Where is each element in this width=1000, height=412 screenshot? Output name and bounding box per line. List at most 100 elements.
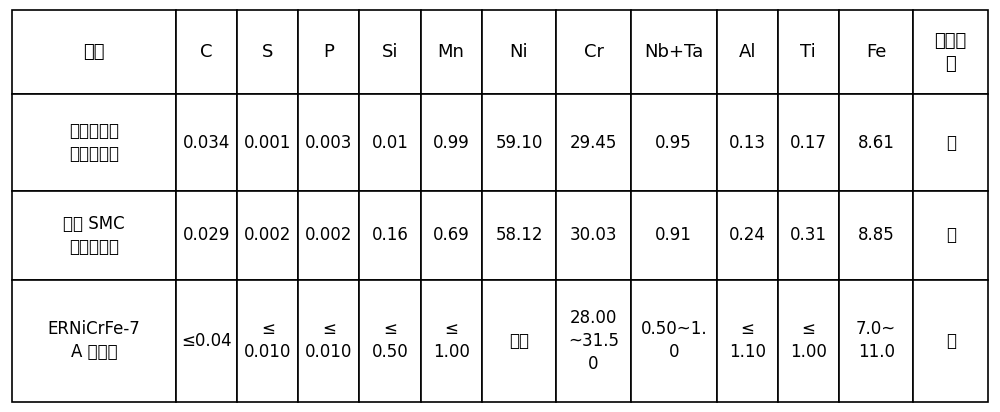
Text: ≤
0.010: ≤ 0.010 bbox=[244, 320, 291, 361]
Text: 0.13: 0.13 bbox=[729, 134, 766, 152]
Text: 略: 略 bbox=[946, 332, 956, 350]
Text: ≤
1.00: ≤ 1.00 bbox=[433, 320, 470, 361]
Bar bbox=[839, 280, 913, 402]
Text: 0.16: 0.16 bbox=[372, 227, 408, 244]
Text: 8.85: 8.85 bbox=[858, 227, 895, 244]
Text: 0.01: 0.01 bbox=[372, 134, 408, 152]
Bar bbox=[298, 280, 359, 402]
Bar bbox=[12, 191, 176, 280]
Bar bbox=[12, 94, 176, 191]
Bar bbox=[778, 191, 839, 280]
Text: Mn: Mn bbox=[438, 43, 465, 61]
Bar bbox=[839, 10, 913, 94]
Bar bbox=[556, 191, 631, 280]
Text: 0.034: 0.034 bbox=[183, 134, 230, 152]
Bar bbox=[298, 191, 359, 280]
Text: 0.001: 0.001 bbox=[244, 134, 291, 152]
Text: ERNiCrFe-7
A 标准值: ERNiCrFe-7 A 标准值 bbox=[48, 320, 140, 361]
Bar bbox=[12, 10, 176, 94]
Bar bbox=[12, 280, 176, 402]
Text: 7.0~
11.0: 7.0~ 11.0 bbox=[856, 320, 896, 361]
Bar bbox=[913, 191, 988, 280]
Bar bbox=[631, 280, 717, 402]
Text: ≤0.04: ≤0.04 bbox=[181, 332, 232, 350]
Bar bbox=[237, 94, 298, 191]
Text: 其他元
素: 其他元 素 bbox=[935, 32, 967, 73]
Bar bbox=[482, 191, 556, 280]
Text: 余量: 余量 bbox=[509, 332, 529, 350]
Text: ≤
1.10: ≤ 1.10 bbox=[729, 320, 766, 361]
Bar bbox=[556, 280, 631, 402]
Bar bbox=[237, 191, 298, 280]
Bar bbox=[482, 10, 556, 94]
Text: Si: Si bbox=[382, 43, 398, 61]
Text: 29.45: 29.45 bbox=[570, 134, 617, 152]
Text: 略: 略 bbox=[946, 227, 956, 244]
Text: 58.12: 58.12 bbox=[495, 227, 543, 244]
Text: 0.95: 0.95 bbox=[655, 134, 692, 152]
Text: 本发明焊丝
材料实测值: 本发明焊丝 材料实测值 bbox=[69, 122, 119, 163]
Bar bbox=[778, 10, 839, 94]
Bar bbox=[359, 94, 421, 191]
Bar bbox=[482, 280, 556, 402]
Bar bbox=[421, 10, 482, 94]
Text: 略: 略 bbox=[946, 134, 956, 152]
Text: Nb+Ta: Nb+Ta bbox=[644, 43, 703, 61]
Text: 0.002: 0.002 bbox=[244, 227, 291, 244]
Text: 0.31: 0.31 bbox=[790, 227, 827, 244]
Bar bbox=[839, 191, 913, 280]
Bar bbox=[913, 10, 988, 94]
Text: 0.17: 0.17 bbox=[790, 134, 827, 152]
Bar bbox=[237, 280, 298, 402]
Text: 59.10: 59.10 bbox=[495, 134, 543, 152]
Bar bbox=[778, 94, 839, 191]
Text: 焊丝: 焊丝 bbox=[83, 43, 105, 61]
Bar bbox=[913, 94, 988, 191]
Text: Ti: Ti bbox=[800, 43, 816, 61]
Bar bbox=[421, 94, 482, 191]
Bar bbox=[778, 280, 839, 402]
Text: 0.91: 0.91 bbox=[655, 227, 692, 244]
Text: ≤
1.00: ≤ 1.00 bbox=[790, 320, 827, 361]
Text: Fe: Fe bbox=[866, 43, 886, 61]
Text: 0.029: 0.029 bbox=[183, 227, 230, 244]
Text: C: C bbox=[200, 43, 213, 61]
Bar bbox=[631, 10, 717, 94]
Bar bbox=[176, 10, 237, 94]
Bar bbox=[176, 280, 237, 402]
Text: 28.00
~31.5
0: 28.00 ~31.5 0 bbox=[568, 309, 619, 372]
Text: Cr: Cr bbox=[584, 43, 604, 61]
Text: 8.61: 8.61 bbox=[858, 134, 895, 152]
Bar bbox=[421, 280, 482, 402]
Bar bbox=[717, 280, 778, 402]
Text: ≤
0.50: ≤ 0.50 bbox=[372, 320, 408, 361]
Bar bbox=[359, 10, 421, 94]
Text: 0.50~1.
0: 0.50~1. 0 bbox=[640, 320, 707, 361]
Bar bbox=[717, 191, 778, 280]
Text: Al: Al bbox=[738, 43, 756, 61]
Bar bbox=[359, 191, 421, 280]
Bar bbox=[631, 191, 717, 280]
Bar bbox=[631, 94, 717, 191]
Text: 0.002: 0.002 bbox=[305, 227, 353, 244]
Bar bbox=[176, 94, 237, 191]
Bar bbox=[839, 94, 913, 191]
Bar bbox=[298, 10, 359, 94]
Bar bbox=[556, 94, 631, 191]
Bar bbox=[176, 191, 237, 280]
Text: ≤
0.010: ≤ 0.010 bbox=[305, 320, 353, 361]
Bar bbox=[556, 10, 631, 94]
Text: 0.99: 0.99 bbox=[433, 134, 470, 152]
Bar bbox=[237, 10, 298, 94]
Bar bbox=[359, 280, 421, 402]
Text: 30.03: 30.03 bbox=[570, 227, 617, 244]
Text: 进口 SMC
焊丝实测值: 进口 SMC 焊丝实测值 bbox=[63, 215, 125, 256]
Text: 0.69: 0.69 bbox=[433, 227, 470, 244]
Bar bbox=[482, 94, 556, 191]
Text: 0.003: 0.003 bbox=[305, 134, 353, 152]
Text: S: S bbox=[262, 43, 273, 61]
Bar bbox=[717, 10, 778, 94]
Bar bbox=[421, 191, 482, 280]
Text: 0.24: 0.24 bbox=[729, 227, 766, 244]
Bar bbox=[913, 280, 988, 402]
